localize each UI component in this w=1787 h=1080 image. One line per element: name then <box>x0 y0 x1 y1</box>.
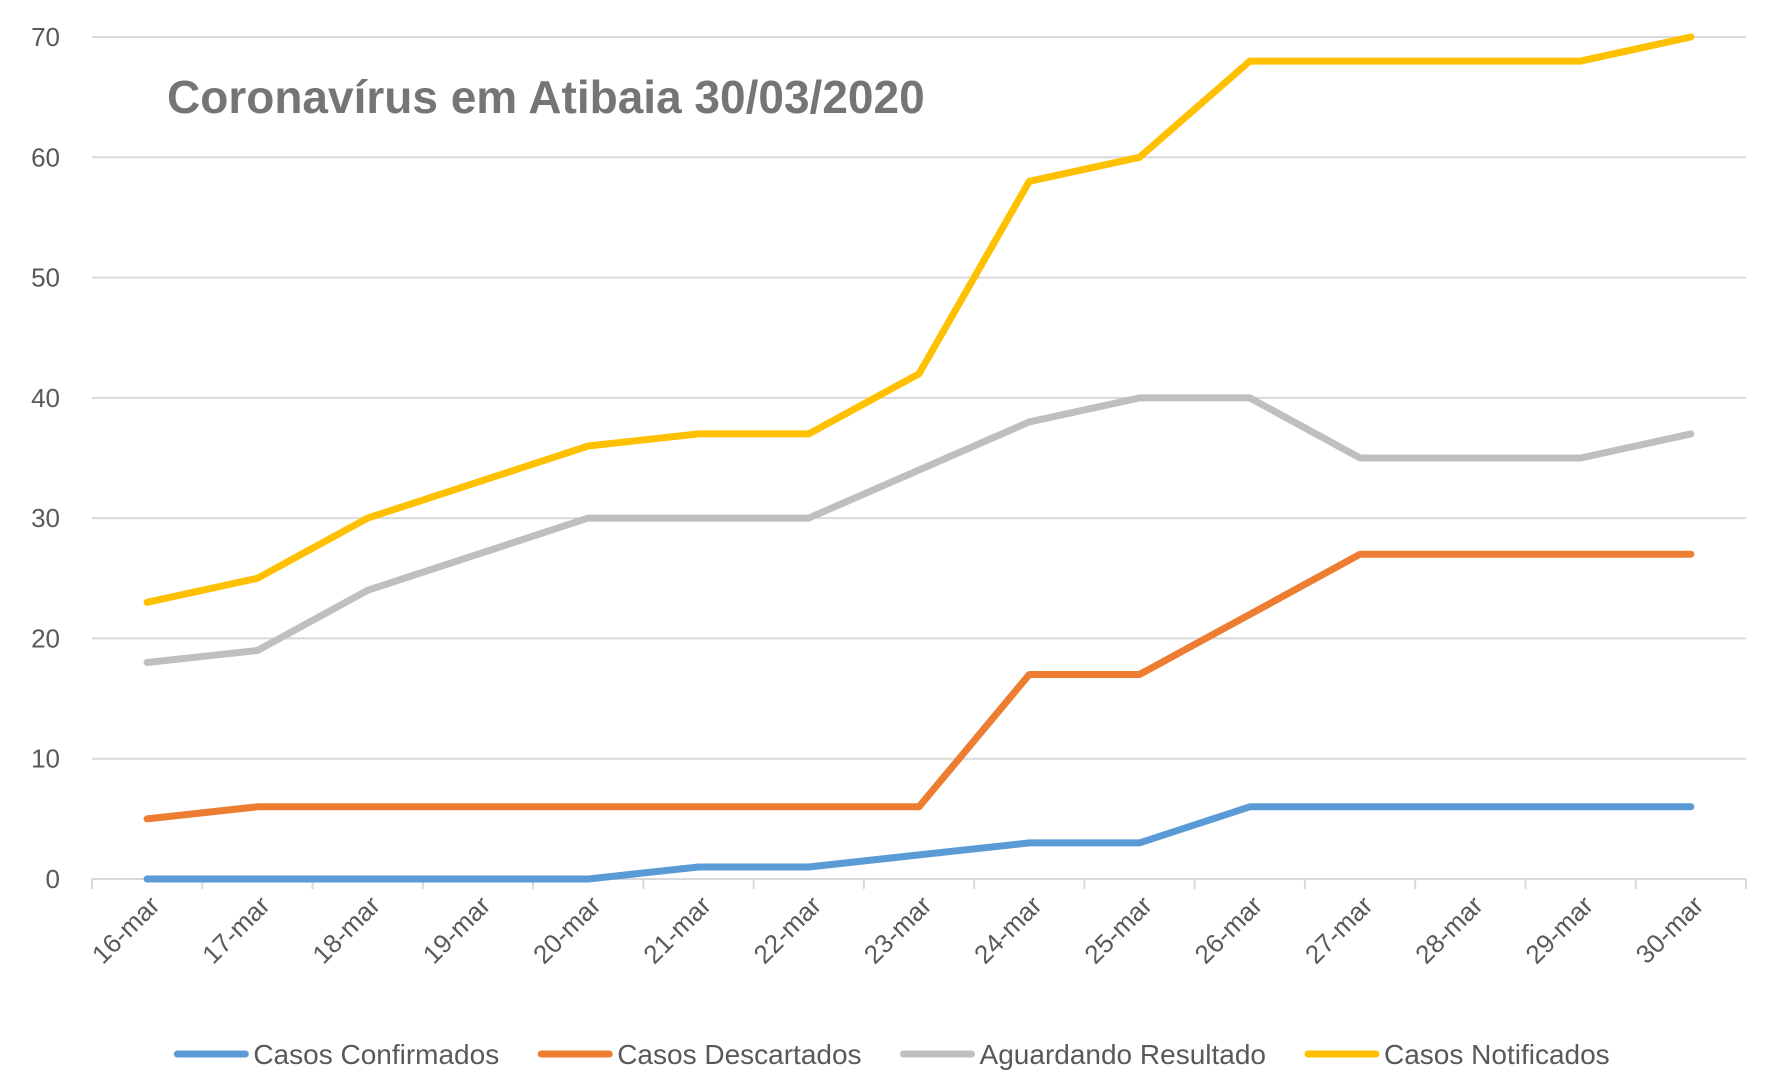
legend-label: Casos Descartados <box>617 1039 861 1070</box>
series-line <box>143 394 1695 666</box>
series-line <box>143 550 1695 823</box>
series-line <box>143 33 1695 606</box>
y-tick-label: 70 <box>31 22 60 52</box>
y-tick-label: 20 <box>31 623 60 653</box>
y-tick-label: 30 <box>31 503 60 533</box>
y-tick-label: 60 <box>31 142 60 172</box>
chart-title: Coronavírus em Atibaia 30/03/2020 <box>167 71 925 123</box>
legend: Casos Confirmados Casos Descartados Aguard… <box>173 1039 1610 1070</box>
legend-label: Casos Confirmados <box>253 1039 499 1070</box>
y-axis-tick-labels: 0 10 20 30 40 50 60 70 <box>31 22 60 894</box>
y-tick-label: 10 <box>31 744 60 774</box>
y-tick-label: 50 <box>31 263 60 293</box>
y-tick-label: 40 <box>31 383 60 413</box>
series-lines <box>143 33 1695 883</box>
y-tick-label: 0 <box>46 864 60 894</box>
legend-label: Aguardando Resultado <box>980 1039 1266 1070</box>
series-line <box>143 803 1695 883</box>
legend-label: Casos Notificados <box>1384 1039 1610 1070</box>
